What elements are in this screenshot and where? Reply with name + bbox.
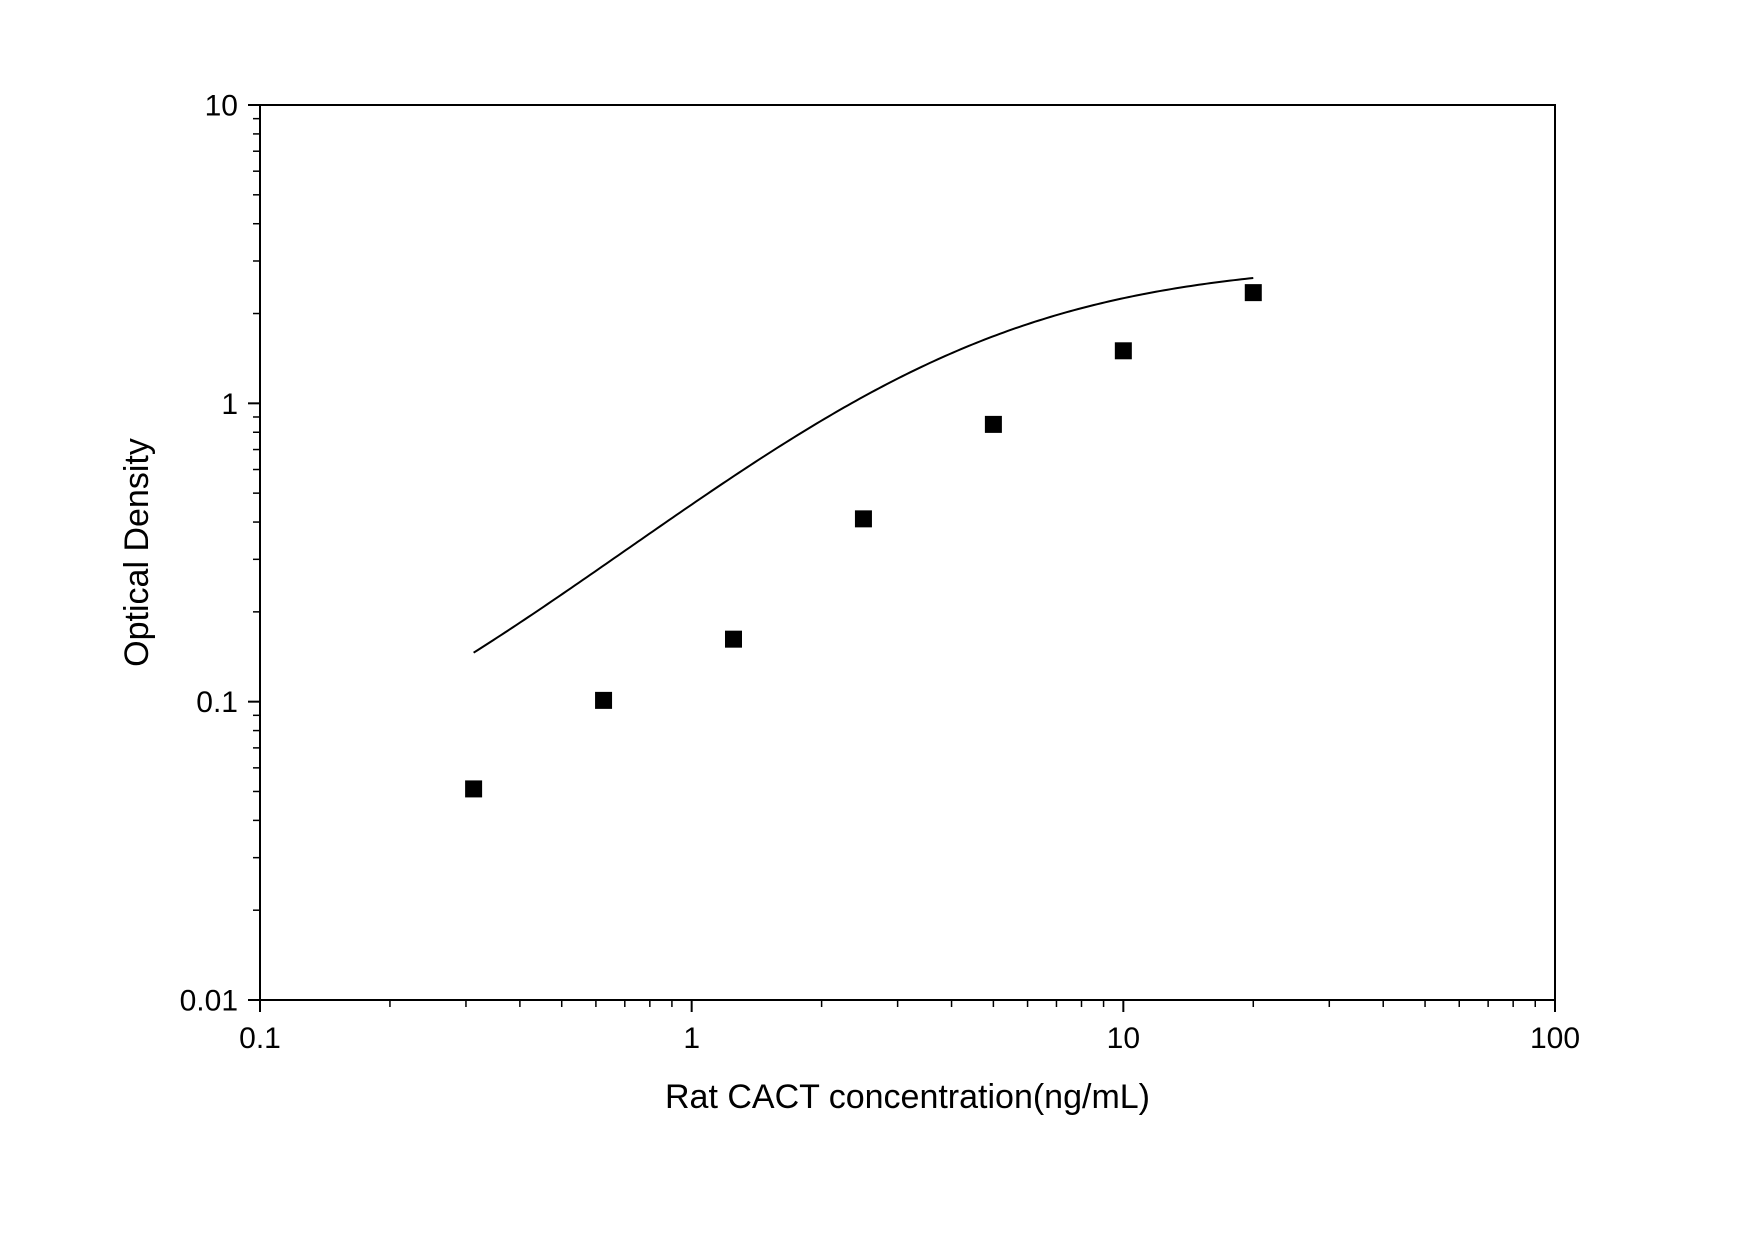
data-point [466, 781, 482, 797]
data-point [1115, 343, 1131, 359]
x-tick-label: 100 [1530, 1022, 1580, 1055]
data-point [596, 692, 612, 708]
y-tick-label: 0.1 [196, 686, 238, 719]
data-point [855, 511, 871, 527]
x-tick-label: 10 [1107, 1022, 1140, 1055]
y-tick-label: 0.01 [180, 985, 238, 1018]
y-axis-label: Optical Density [118, 438, 156, 667]
x-axis-label: Rat CACT concentration(ng/mL) [665, 1078, 1150, 1116]
x-tick-label: 1 [683, 1022, 700, 1055]
data-point [985, 416, 1001, 432]
chart-svg: 0.11101000.010.1110Rat CACT concentratio… [0, 0, 1755, 1240]
data-point [725, 631, 741, 647]
chart-container: 0.11101000.010.1110Rat CACT concentratio… [0, 0, 1755, 1240]
y-tick-label: 1 [221, 388, 238, 421]
x-tick-label: 0.1 [239, 1022, 281, 1055]
y-tick-label: 10 [205, 90, 238, 123]
data-point [1245, 285, 1261, 301]
